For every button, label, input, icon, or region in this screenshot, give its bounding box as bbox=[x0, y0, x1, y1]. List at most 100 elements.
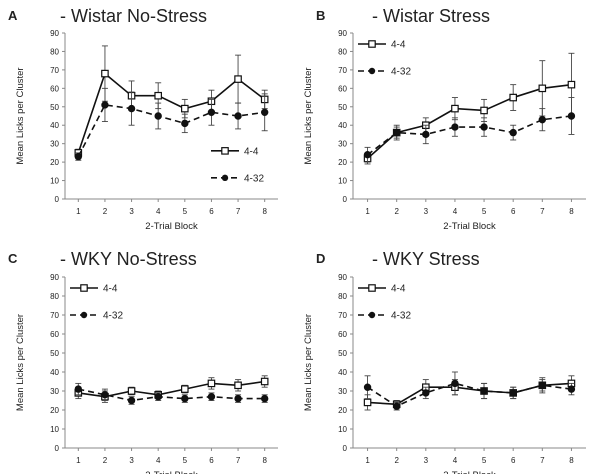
legend-4-32-marker bbox=[80, 311, 88, 319]
legend-4-4-label: 4-4 bbox=[391, 284, 406, 295]
series-4-4-point bbox=[451, 104, 459, 113]
x-tick-label: 3 bbox=[424, 456, 429, 465]
series-4-32-point bbox=[74, 152, 83, 161]
y-tick-label: 90 bbox=[50, 273, 59, 282]
series-4-4-point bbox=[181, 385, 189, 393]
series-4-32-point bbox=[422, 130, 430, 139]
y-tick-label: 60 bbox=[338, 330, 347, 339]
x-tick-label: 8 bbox=[569, 207, 574, 216]
legend-4-4-label: 4-4 bbox=[103, 284, 118, 295]
series-4-4-point bbox=[207, 379, 216, 388]
series-4-32-point bbox=[567, 385, 576, 393]
y-axis-title: Mean Licks per Cluster bbox=[15, 67, 26, 164]
series-4-4-point bbox=[567, 80, 576, 89]
series-4-32-point bbox=[74, 385, 83, 393]
x-tick-label: 4 bbox=[156, 456, 161, 465]
series-4-32-line bbox=[77, 104, 265, 157]
panel-d-letter: D bbox=[316, 251, 325, 266]
y-axis-title: Mean Licks per Cluster bbox=[303, 67, 314, 164]
series-4-4-point bbox=[260, 377, 269, 386]
panel-b-title: - Wistar Stress bbox=[372, 6, 490, 26]
series-4-32-point bbox=[101, 101, 109, 109]
x-tick-label: 7 bbox=[540, 456, 545, 465]
legend-4-4-marker bbox=[80, 284, 88, 292]
panel-b-letter: B bbox=[316, 8, 325, 23]
x-axis-title: 2-Trial Block bbox=[145, 470, 198, 474]
y-tick-label: 30 bbox=[338, 140, 347, 149]
x-tick-label: 8 bbox=[262, 456, 267, 465]
y-tick-label: 80 bbox=[50, 292, 59, 301]
series-4-32-point bbox=[207, 108, 216, 117]
panel-a: A - Wistar No-Stress 0 10 20 30 40 50 60 70 80 90… bbox=[8, 6, 278, 232]
x-tick-label: 4 bbox=[453, 456, 458, 465]
series-4-32-point bbox=[451, 123, 459, 131]
x-axis-title: 2-Trial Block bbox=[145, 221, 198, 232]
series-4-32-point bbox=[181, 119, 189, 128]
series-4-32-point bbox=[392, 128, 401, 137]
x-tick-label: 7 bbox=[540, 207, 545, 216]
series-4-32-point bbox=[363, 151, 372, 159]
y-axis-title: Mean Licks per Cluster bbox=[303, 314, 314, 411]
series-4-32-point bbox=[101, 391, 109, 399]
y-tick-label: 70 bbox=[50, 311, 59, 320]
y-tick-label: 20 bbox=[50, 406, 59, 415]
panel-c-letter: C bbox=[8, 251, 18, 266]
x-tick-label: 8 bbox=[262, 207, 267, 216]
panel-b-plot: 0 10 20 30 40 50 60 70 80 90 1 2 3 4 5 6 7 8 2-Trial Block… bbox=[303, 29, 586, 232]
panel-d-title: - WKY Stress bbox=[372, 249, 480, 269]
series-4-32-point bbox=[181, 394, 189, 403]
x-tick-label: 7 bbox=[236, 207, 241, 216]
x-tick-label: 5 bbox=[482, 207, 487, 216]
panel-c-plot: 0 10 20 30 40 50 60 70 80 90 1 2 3 4 5 6 7 8 2-Trial Block… bbox=[15, 273, 278, 474]
series-4-32-point bbox=[207, 393, 216, 401]
series-4-4-line bbox=[77, 72, 266, 154]
series-4-32-point bbox=[567, 112, 576, 120]
panel-c-title: - WKY No-Stress bbox=[60, 249, 197, 269]
y-tick-label: 30 bbox=[338, 387, 347, 396]
series-4-4-point bbox=[154, 91, 162, 100]
y-tick-label: 70 bbox=[338, 311, 347, 320]
series-4-32-point bbox=[451, 379, 459, 388]
y-tick-label: 90 bbox=[338, 29, 347, 38]
y-tick-label: 80 bbox=[338, 47, 347, 56]
series-4-4-line bbox=[367, 83, 572, 160]
x-tick-label: 6 bbox=[209, 207, 214, 216]
x-tick-label: 2 bbox=[103, 207, 108, 216]
series-4-4-point bbox=[538, 84, 547, 93]
legend-4-32-label: 4-32 bbox=[244, 173, 264, 184]
series-4-32-line bbox=[78, 388, 265, 402]
y-tick-label: 20 bbox=[50, 158, 59, 167]
series-4-32-point bbox=[234, 394, 242, 403]
series-4-32-point bbox=[480, 387, 488, 395]
x-tick-label: 3 bbox=[129, 456, 134, 465]
x-tick-label: 1 bbox=[76, 207, 81, 216]
series-4-32-point bbox=[509, 128, 517, 137]
panel-d-plot: 0 10 20 30 40 50 60 70 80 90 1 2 3 4 5 6 7 8 2-Trial Block… bbox=[303, 273, 586, 474]
y-tick-label: 30 bbox=[50, 387, 59, 396]
x-tick-label: 5 bbox=[482, 456, 487, 465]
legend-4-32-marker bbox=[368, 67, 376, 75]
series-4-32-point bbox=[422, 389, 430, 397]
series-4-32-point bbox=[509, 389, 517, 397]
legend-4-32-marker bbox=[368, 311, 376, 319]
panel-a-plot: 0 10 20 30 40 50 60 70 80 90 1 2 3 4 5 6 7 8 2-Trial Block… bbox=[15, 29, 278, 232]
y-tick-label: 60 bbox=[50, 330, 59, 339]
legend-4-32-label: 4-32 bbox=[391, 67, 411, 78]
legend-4-4-marker bbox=[221, 147, 229, 155]
x-tick-label: 1 bbox=[76, 456, 81, 465]
x-tick-label: 3 bbox=[129, 207, 134, 216]
x-tick-label: 4 bbox=[156, 207, 161, 216]
y-tick-label: 40 bbox=[50, 121, 59, 130]
x-tick-label: 5 bbox=[183, 207, 188, 216]
legend-4-4-label: 4-4 bbox=[391, 40, 406, 51]
series-4-32-line bbox=[367, 115, 572, 156]
y-tick-label: 90 bbox=[338, 273, 347, 282]
x-tick-label: 2 bbox=[394, 456, 399, 465]
x-tick-label: 2 bbox=[394, 207, 399, 216]
y-tick-label: 70 bbox=[50, 66, 59, 75]
series-4-4-point bbox=[181, 104, 189, 113]
x-tick-label: 1 bbox=[365, 207, 370, 216]
series-4-32-point bbox=[480, 123, 488, 131]
series-4-32-point bbox=[392, 402, 401, 410]
